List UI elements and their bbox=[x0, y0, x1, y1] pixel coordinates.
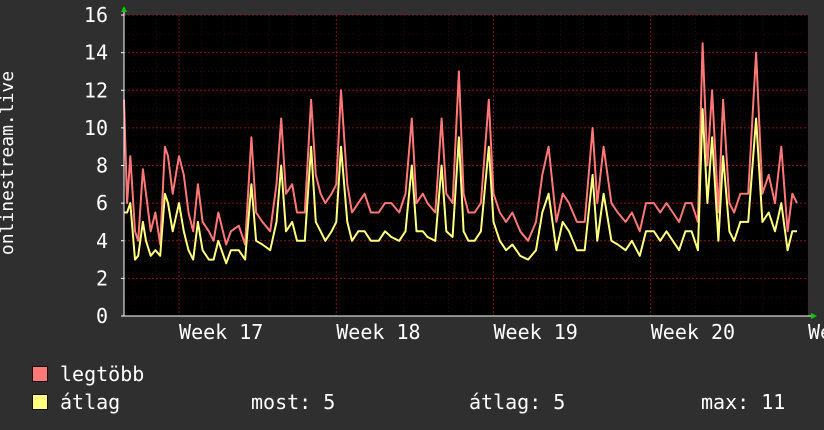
legend-swatch-avg bbox=[32, 393, 48, 410]
x-tick-label: Week 2 bbox=[808, 320, 824, 344]
x-tick-label: Week 20 bbox=[651, 320, 735, 344]
legend-label-max: legtöbb bbox=[60, 362, 145, 386]
stat-current: most: 5 bbox=[251, 390, 336, 414]
legend-swatch-max bbox=[32, 365, 48, 382]
series-line-max bbox=[123, 42, 798, 246]
y-tick-label: 8 bbox=[96, 154, 108, 178]
x-axis-arrow bbox=[811, 313, 817, 319]
y-tick-label: 0 bbox=[96, 304, 108, 328]
y-axis-label: onlinestream.live bbox=[0, 70, 18, 256]
y-tick-label: 6 bbox=[96, 191, 108, 215]
legend-item-avg: átlag bbox=[32, 391, 120, 413]
y-tick-label: 16 bbox=[84, 3, 108, 27]
y-tick-label: 10 bbox=[84, 116, 108, 140]
y-tick-label: 4 bbox=[96, 229, 108, 253]
stat-maximum: max: 11 bbox=[701, 390, 786, 414]
legend-label-avg: átlag bbox=[60, 390, 121, 414]
x-tick-label: Week 17 bbox=[179, 320, 263, 344]
series-line-avg bbox=[124, 108, 797, 265]
legend-item-max: legtöbb bbox=[32, 363, 144, 385]
y-tick-label: 2 bbox=[96, 266, 108, 290]
x-tick-label: Week 19 bbox=[494, 320, 578, 344]
stat-average: átlag: 5 bbox=[469, 390, 566, 414]
x-tick-label: Week 18 bbox=[336, 320, 420, 344]
y-tick-label: 14 bbox=[84, 41, 108, 65]
y-axis-arrow bbox=[121, 6, 127, 12]
y-tick-label: 12 bbox=[84, 78, 108, 102]
